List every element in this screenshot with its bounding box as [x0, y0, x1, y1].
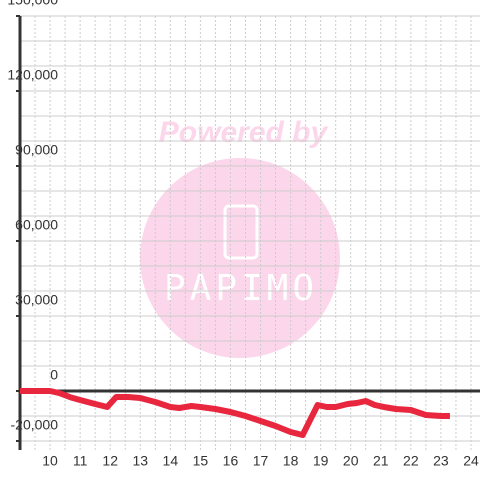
y-tick-label: 150,000 — [7, 0, 58, 8]
y-tick-label: 120,000 — [7, 67, 58, 83]
line — [20, 388, 450, 438]
x-tick-label: 10 — [42, 453, 58, 469]
x-tick-label: 13 — [132, 453, 148, 469]
y-tick-label: -20,000 — [11, 417, 59, 433]
watermark: Powered by PAPIMO — [140, 116, 340, 358]
x-tick-label: 21 — [373, 453, 389, 469]
x-tick-label: 15 — [193, 453, 209, 469]
x-tick-label: 18 — [283, 453, 299, 469]
watermark-icon — [223, 204, 259, 260]
x-tick-label: 16 — [223, 453, 239, 469]
x-tick-label: 24 — [463, 453, 479, 469]
watermark-text: Powered by — [159, 116, 329, 149]
y-tick-label: 0 — [50, 367, 58, 383]
y-tick-label: 30,000 — [15, 292, 58, 308]
x-tick-label: 23 — [433, 453, 449, 469]
x-tick-label: 12 — [102, 453, 118, 469]
x-tick-label: 14 — [163, 453, 179, 469]
y-tick-label: 60,000 — [15, 217, 58, 233]
x-tick-label: 19 — [313, 453, 329, 469]
watermark-logo: PAPIMO — [164, 268, 318, 309]
y-tick-label: 90,000 — [15, 142, 58, 158]
x-tick-label: 17 — [253, 453, 269, 469]
x-tick-label: 20 — [343, 453, 359, 469]
x-tick-label: 22 — [403, 453, 419, 469]
x-tick-label: 11 — [73, 453, 88, 469]
